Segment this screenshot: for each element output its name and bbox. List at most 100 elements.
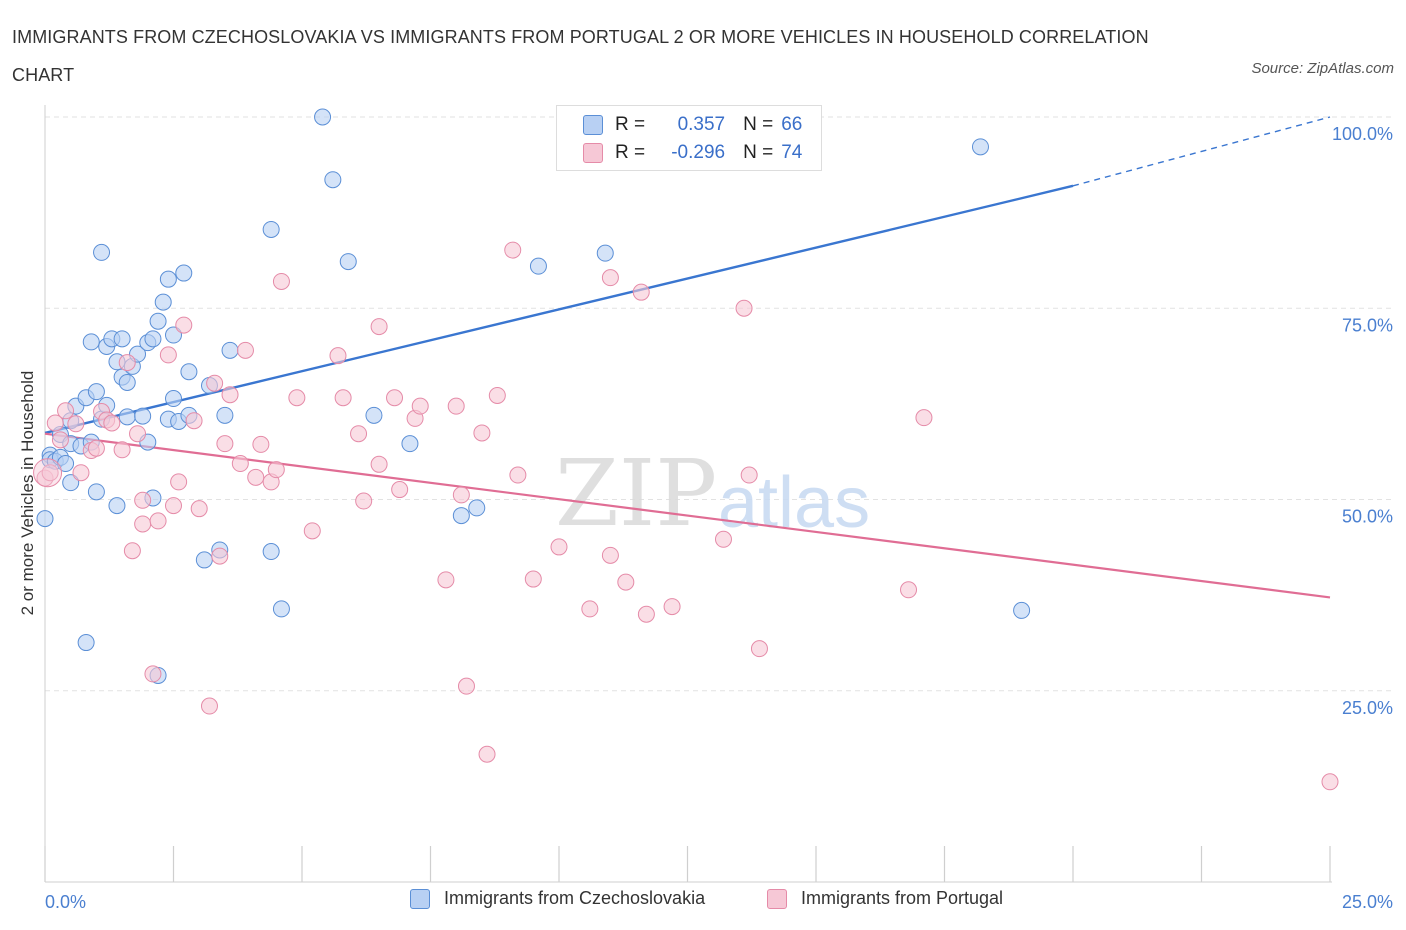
trend-line-czechoslovakia	[44, 184, 1074, 435]
data-point-czechoslovakia	[272, 600, 290, 618]
data-point-czechoslovakia	[144, 330, 162, 348]
blue-swatch	[410, 888, 430, 909]
data-point-portugal	[67, 415, 85, 433]
data-point-czechoslovakia	[262, 543, 280, 561]
legend-item-czechoslovakia[interactable]: Immigrants from Czechoslovakia	[410, 888, 705, 909]
data-point-portugal	[740, 466, 758, 484]
data-point-czechoslovakia	[77, 634, 95, 652]
data-point-portugal	[170, 473, 188, 491]
data-point-portugal	[221, 386, 239, 404]
r-label: R =	[615, 142, 646, 163]
data-point-czechoslovakia	[1013, 601, 1031, 619]
data-point-portugal	[370, 318, 388, 336]
stats-row-portugal: R = -0.296 N = 74	[583, 140, 802, 166]
data-point-portugal	[236, 341, 254, 359]
series-portugal-points	[33, 241, 1339, 791]
data-point-portugal	[370, 455, 388, 473]
data-point-portugal	[447, 397, 465, 415]
data-point-portugal	[663, 598, 681, 616]
data-point-czechoslovakia	[108, 497, 126, 515]
axes	[44, 105, 1332, 883]
data-point-portugal	[72, 464, 90, 482]
data-point-portugal	[329, 347, 347, 365]
y-tick-labels: 100.0% 75.0% 50.0% 25.0%	[1332, 124, 1393, 718]
data-point-portugal	[900, 581, 918, 599]
chart-title: IMMIGRANTS FROM CZECHOSLOVAKIA VS IMMIGR…	[12, 27, 1149, 85]
data-point-portugal	[113, 441, 131, 459]
blue-swatch	[583, 115, 603, 135]
data-point-czechoslovakia	[118, 408, 136, 426]
data-point-portugal	[211, 547, 229, 565]
r-label: R =	[615, 114, 646, 135]
data-point-czechoslovakia	[87, 383, 105, 401]
data-point-czechoslovakia	[324, 171, 342, 189]
y-tick-label: 100.0%	[1332, 124, 1393, 144]
series-czechoslovakia-points	[36, 108, 1031, 684]
data-point-portugal	[272, 272, 290, 290]
data-point-portugal	[129, 425, 147, 443]
data-point-portugal	[524, 570, 542, 588]
grid-lines	[45, 116, 1392, 692]
data-point-portugal	[103, 414, 121, 432]
data-point-portugal	[601, 269, 619, 287]
watermark: ZIP atlas	[555, 440, 870, 547]
data-point-portugal	[134, 515, 152, 533]
data-point-portugal	[159, 346, 177, 364]
data-point-portugal	[391, 481, 409, 499]
data-point-czechoslovakia	[62, 474, 80, 492]
data-point-portugal	[175, 316, 193, 334]
data-point-czechoslovakia	[154, 293, 172, 311]
data-point-portugal	[231, 455, 249, 473]
data-point-portugal	[303, 522, 321, 540]
data-point-czechoslovakia	[165, 326, 182, 344]
data-point-czechoslovakia	[175, 264, 193, 282]
x-tick-label: 0.0%	[45, 892, 86, 912]
data-point-portugal	[149, 512, 167, 530]
data-point-czechoslovakia	[118, 373, 136, 391]
pink-swatch	[583, 143, 603, 163]
data-point-portugal	[1321, 773, 1339, 791]
legend-label: Immigrants from Czechoslovakia	[444, 888, 706, 908]
data-point-portugal	[617, 573, 635, 591]
data-point-czechoslovakia	[339, 253, 357, 271]
data-point-portugal	[488, 386, 506, 404]
trend-line-czechoslovakia-extension	[1072, 116, 1331, 187]
trend-line-portugal	[44, 432, 1331, 599]
data-point-portugal	[550, 538, 568, 556]
data-point-portugal	[452, 486, 470, 504]
data-point-czechoslovakia	[365, 406, 383, 424]
data-point-czechoslovakia	[113, 330, 131, 348]
data-point-portugal	[637, 605, 655, 623]
data-point-czechoslovakia	[468, 499, 486, 517]
r-value: -0.296	[671, 142, 726, 163]
data-point-portugal	[247, 468, 265, 486]
y-axis-label: 2 or more Vehicles in Household	[18, 371, 37, 616]
r-value: 0.357	[677, 114, 726, 135]
data-point-czechoslovakia	[87, 483, 105, 501]
data-point-portugal	[478, 745, 496, 763]
data-point-portugal	[288, 389, 306, 407]
data-point-portugal	[165, 497, 182, 515]
data-point-czechoslovakia	[314, 108, 332, 126]
source-label: Source: ZipAtlas.com	[1251, 60, 1394, 77]
legend-item-portugal[interactable]: Immigrants from Portugal	[767, 888, 1003, 909]
stats-row-czechoslovakia: R = 0.357 N = 66	[583, 112, 802, 138]
data-point-portugal	[632, 283, 650, 301]
data-point-portugal	[714, 530, 732, 548]
data-point-czechoslovakia	[159, 270, 177, 288]
data-point-czechoslovakia	[221, 341, 239, 359]
y-tick-label: 75.0%	[1342, 315, 1393, 335]
y-tick-label: 25.0%	[1342, 698, 1393, 718]
data-point-portugal	[41, 464, 59, 482]
n-label: N =	[743, 114, 774, 135]
data-point-portugal	[601, 546, 619, 564]
data-point-portugal	[504, 241, 522, 259]
data-point-portugal	[51, 431, 69, 449]
data-point-portugal	[473, 424, 491, 442]
data-point-portugal	[118, 354, 136, 372]
data-point-portugal	[206, 374, 224, 392]
watermark-zip: ZIP	[555, 440, 717, 547]
n-label: N =	[743, 142, 774, 163]
data-point-portugal	[33, 458, 63, 488]
pink-swatch	[767, 888, 787, 909]
